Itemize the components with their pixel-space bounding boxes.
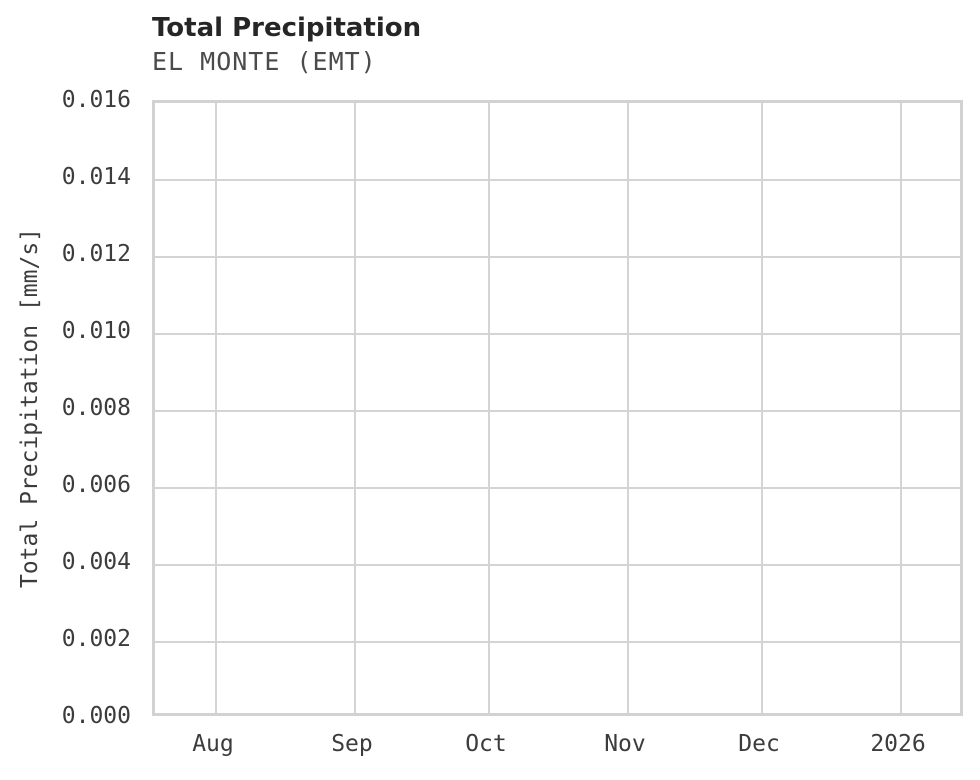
x-tick-label: Aug [192,731,234,757]
x-tick-label: Nov [604,731,646,757]
horizontal-gridline [155,410,960,412]
y-tick-label: 0.008 [61,395,131,421]
y-tick-label: 0.004 [61,549,131,575]
x-tick-label: Sep [331,731,373,757]
y-tick-label: 0.000 [61,703,131,729]
vertical-gridline [487,103,490,713]
horizontal-gridline [155,333,960,335]
y-tick-label: 0.010 [61,318,131,344]
vertical-gridline [761,103,764,713]
horizontal-gridline [155,256,960,258]
vertical-gridline [353,103,356,713]
chart-title: Total Precipitation [152,13,422,43]
horizontal-gridline [155,179,960,181]
y-tick-label: 0.016 [61,87,131,113]
x-tick-label: 2026 [870,731,926,757]
y-tick-label: 0.012 [61,241,131,267]
y-tick-label: 0.014 [61,164,131,190]
vertical-gridline [626,103,629,713]
horizontal-gridline [155,487,960,489]
chart-subtitle: EL MONTE (EMT) [152,47,377,76]
y-tick-label: 0.006 [61,472,131,498]
vertical-gridline [214,103,217,713]
plot-area [152,100,963,716]
x-tick-label: Oct [465,731,507,757]
horizontal-gridline [155,564,960,566]
y-tick-label: 0.002 [61,626,131,652]
x-tick-label: Dec [738,731,780,757]
horizontal-gridline [155,641,960,643]
vertical-gridline [900,103,903,713]
